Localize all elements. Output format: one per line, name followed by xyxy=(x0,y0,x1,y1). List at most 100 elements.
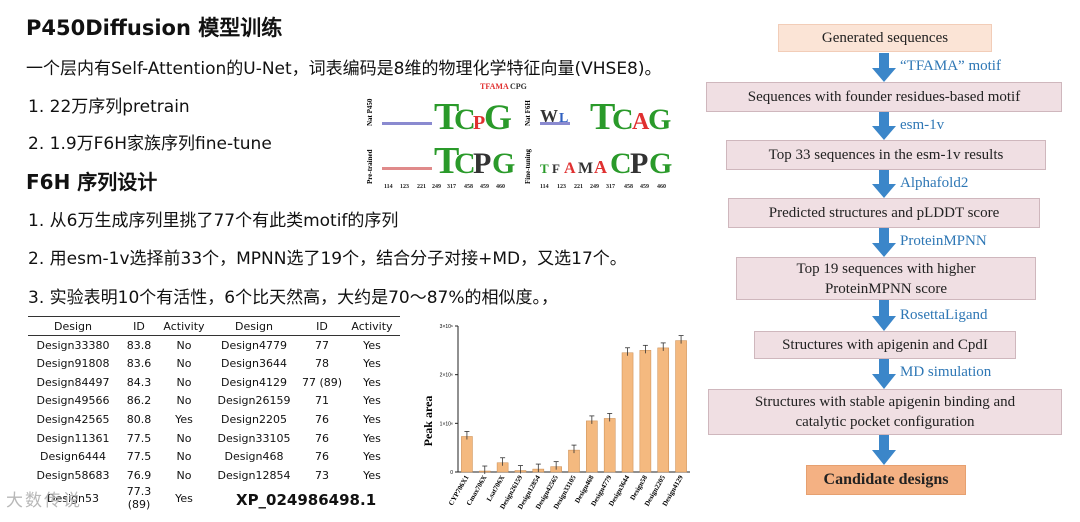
logo-position: 114 xyxy=(384,184,393,190)
logo-letter: C xyxy=(610,147,632,180)
flow-arrow-down-icon xyxy=(872,435,896,465)
bar xyxy=(603,418,616,473)
table-cell: 76.9 xyxy=(126,469,152,483)
table-cell: Yes xyxy=(363,375,381,389)
table-cell: Design91808 xyxy=(36,357,110,371)
table-row: Design33380 83.8 No Design4779 77 Yes xyxy=(28,336,400,355)
y-axis-label: Peak area xyxy=(421,396,435,447)
flow-label-alphafold2: Alphafold2 xyxy=(900,175,969,191)
col-header: ID xyxy=(118,316,160,336)
table-cell: 71 xyxy=(315,394,329,408)
table-cell: No xyxy=(176,469,192,483)
flow-box-md-structures: Structures with stable apigenin binding … xyxy=(708,389,1062,435)
logo-position: 123 xyxy=(400,184,409,190)
y-tick-label: 2×10⁶ xyxy=(440,373,453,379)
table-row: Design58683 76.9 No Design12854 73 Yes xyxy=(28,466,400,485)
logo-position: 460 xyxy=(657,184,666,190)
flow-box-mpnn: Top 19 sequences with higher ProteinMPNN… xyxy=(736,257,1036,300)
row-label-nat-f6h: Nat F6H xyxy=(524,100,532,126)
table-cell: Design11361 xyxy=(36,431,110,445)
logo-letter: F xyxy=(552,161,560,176)
flow-box-founder-motif: Sequences with founder residues-based mo… xyxy=(706,82,1062,112)
table-cell: 76 xyxy=(315,413,329,427)
watermark: 大数传说 xyxy=(6,491,82,511)
table-cell: 83.8 xyxy=(126,338,152,352)
flow-arrow-down-icon xyxy=(872,53,896,82)
table-cell: Design58683 xyxy=(36,469,110,483)
logo-header-motif: TFAMA xyxy=(480,82,509,91)
table-cell: 76 xyxy=(315,450,329,464)
logo-position: 114 xyxy=(540,184,549,190)
table-cell: Design4129 xyxy=(221,375,287,389)
table-cell: No xyxy=(176,338,192,352)
design-pipeline-flowchart: Generated sequences Sequences with found… xyxy=(700,0,1080,522)
bar xyxy=(461,436,473,473)
sequence-logo-figure: TFAMA CPG Nat P450 Nat F6H Pre-trained F… xyxy=(366,82,672,190)
table-body: Design33380 83.8 No Design4779 77 Yes Design91… xyxy=(28,336,400,511)
bar xyxy=(657,347,670,473)
table-cell: 86.2 xyxy=(126,394,152,408)
table-row: Design49566 86.2 No Design26159 71 Yes xyxy=(28,392,400,411)
table-cell: No xyxy=(176,357,192,371)
flow-label-proteinmpnn: ProteinMPNN xyxy=(900,233,987,249)
bar xyxy=(675,340,687,473)
table-cell: Design33105 xyxy=(217,431,291,445)
logo-position: 317 xyxy=(447,184,456,190)
logo-letter: G xyxy=(492,147,515,180)
table-cell: 84.3 xyxy=(126,375,152,389)
col-header: Activity xyxy=(160,316,208,336)
logo-header-cpg: CPG xyxy=(510,82,527,91)
logo-position: 317 xyxy=(606,184,615,190)
slide-title: P450Diffusion 模型训练 xyxy=(26,16,283,40)
table-cell: Design3644 xyxy=(221,357,287,371)
table-cell: Design468 xyxy=(224,450,284,464)
logo-position: 221 xyxy=(417,184,426,190)
pretrain-item-1: 1. 22万序列pretrain xyxy=(28,97,190,117)
logo-letter: P xyxy=(630,147,648,180)
table-cell: Design33380 xyxy=(36,338,110,352)
table-cell: Design6444 xyxy=(40,450,106,464)
flow-arrow-down-icon xyxy=(872,112,896,140)
accession-label: XP_024986498.1 xyxy=(236,491,377,509)
table-cell: Yes xyxy=(363,394,381,408)
table-cell: Design4779 xyxy=(221,338,287,352)
flow-box-apigenin-cpdi: Structures with apigenin and CpdI xyxy=(754,331,1016,359)
logo-position: 221 xyxy=(574,184,583,190)
intro-text: 一个层内有Self-Attention的U-Net，词表编码是8维的物理化学特征… xyxy=(26,59,662,79)
logo-letter: M xyxy=(578,160,593,177)
logo-letter: W xyxy=(540,106,558,126)
logo-letter: A xyxy=(632,109,650,135)
table-cell: 80.8 xyxy=(126,413,152,427)
table-row: Design11361 77.5 No Design33105 76 Yes xyxy=(28,429,400,448)
bar xyxy=(639,350,652,473)
logo-pre-trained: T C P G xyxy=(382,140,515,182)
logo-nat-p450: T C P G xyxy=(382,96,512,138)
table-cell: Yes xyxy=(363,450,381,464)
logo-fine-tuning: T F A M A C P G xyxy=(540,147,672,180)
logo-letter: G xyxy=(648,103,671,136)
flow-label-md-simulation: MD simulation xyxy=(900,364,992,380)
logo-letter: C xyxy=(612,103,634,136)
flow-arrow-down-icon xyxy=(872,300,896,331)
logo-letter: T xyxy=(434,140,459,182)
col-header: Activity xyxy=(344,316,400,336)
table-row: Design53 77.3 (89) Yes xyxy=(28,485,400,511)
table-cell: Design26159 xyxy=(217,394,291,408)
logo-letter: T xyxy=(434,96,459,138)
table-cell: Design2205 xyxy=(221,413,287,427)
pretrain-item-2: 2. 1.9万F6H家族序列fine-tune xyxy=(28,134,272,154)
design-item-2: 2. 用esm-1v选择前33个，MPNN选了19个，结合分子对接+MD，又选1… xyxy=(28,249,627,269)
logo-letter: G xyxy=(649,147,672,180)
table-cell: No xyxy=(176,450,192,464)
logo-axis-right: 114 123 221 249 317 458 459 460 xyxy=(540,184,666,190)
table-header-row: Design ID Activity Design ID Activity xyxy=(28,316,400,336)
logo-letter: C xyxy=(454,103,476,136)
table-cell: Design12854 xyxy=(217,469,291,483)
logo-letter: T xyxy=(590,96,615,138)
flow-label-rosettaligand: RosettaLigand xyxy=(900,307,988,323)
flow-box-generated: Generated sequences xyxy=(778,24,992,52)
table-cell: 77.5 xyxy=(126,450,152,464)
table-row: Design84497 84.3 No Design4129 77 (89) Yes xyxy=(28,373,400,392)
logo-letter: A xyxy=(594,157,607,177)
y-tick-label: 1×10⁶ xyxy=(440,421,453,427)
